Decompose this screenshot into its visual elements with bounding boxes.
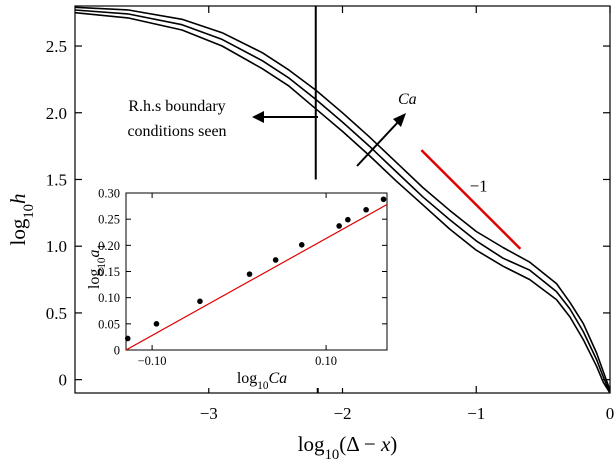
inset-data-point (246, 271, 253, 277)
ca-arrow-label: Ca (398, 91, 417, 108)
inset-y-axis-label: log10a1 (86, 244, 108, 289)
inset-data-point (153, 321, 160, 327)
main-y-tick-label: 2.0 (46, 104, 67, 123)
ca-arrow-head (393, 113, 406, 127)
inset-x-tick-label: −0.10 (138, 354, 167, 368)
inset-data-point (336, 223, 342, 229)
main-y-ticks: 0 0.5 1.0 1.5 2.0 2.5 (46, 37, 610, 390)
inset-data-point (380, 196, 387, 203)
main-y-axis-label: log10h (6, 193, 37, 245)
inset-data-point (124, 335, 131, 342)
inset-x-tick-label: 0.10 (315, 354, 337, 368)
inset-chart: −0.10 0.10 0 0.05 0.10 0.15 0.20 0.25 0.30 log1… (86, 184, 390, 392)
inset-y-tick-label: 0.15 (98, 265, 120, 279)
inset-x-axis-label: log10Ca (237, 370, 287, 392)
main-x-axis-label: log10(Δ − x) (298, 432, 398, 463)
inset-data-point (272, 257, 279, 263)
inset-y-tick-label: 0.30 (98, 187, 120, 201)
inset-y-tick-label: 0.25 (98, 213, 120, 227)
boundary-annotation-line2: conditions seen (127, 123, 226, 140)
slope-reference-line (420, 149, 522, 250)
main-y-tick-label: 1.5 (46, 170, 67, 189)
main-x-tick-label: −1 (467, 404, 485, 423)
inset-points-group (124, 196, 387, 342)
main-y-tick-label: 0.5 (46, 304, 67, 323)
inset-fit-line (125, 203, 388, 351)
inset-fit-group (125, 203, 388, 351)
ca-arrow-shaft (356, 120, 400, 167)
main-y-tick-label: 0 (59, 371, 68, 390)
main-reference-group: −1 (420, 149, 522, 250)
slope-reference-label: −1 (470, 176, 488, 195)
boundary-annotation-line1: R.h.s boundary (128, 98, 225, 115)
inset-data-point (345, 216, 351, 223)
inset-background (86, 184, 390, 388)
inset-y-ticks: 0 0.05 0.10 0.15 0.20 0.25 0.30 (98, 187, 387, 358)
inset-y-tick-label: 0.20 (98, 239, 120, 253)
inset-data-point (298, 242, 305, 248)
inset-data-point (363, 206, 369, 213)
main-y-tick-label: 1.0 (46, 237, 67, 256)
main-x-tick-label: −3 (200, 404, 218, 423)
main-x-tick-label: −2 (333, 404, 351, 423)
main-series-line-3 (75, 11, 610, 393)
main-x-tick-label: 0 (606, 404, 615, 423)
main-chart: −3 −2 −1 0 0 0.5 1.0 1.5 2.0 2.5 −1 log10(Δ − x)… (6, 5, 615, 463)
boundary-arrow-head (252, 111, 264, 123)
inset-y-tick-label: 0.05 (98, 317, 120, 331)
inset-y-tick-label: 0.10 (98, 291, 120, 305)
inset-data-point (197, 298, 203, 305)
inset-x-ticks: −0.10 0.10 (138, 193, 337, 368)
main-y-tick-label: 2.5 (46, 37, 67, 56)
main-series-group (75, 6, 610, 393)
main-series-line-2 (75, 9, 610, 393)
inset-y-tick-label: 0 (114, 344, 120, 358)
main-series-line-1 (75, 6, 610, 391)
